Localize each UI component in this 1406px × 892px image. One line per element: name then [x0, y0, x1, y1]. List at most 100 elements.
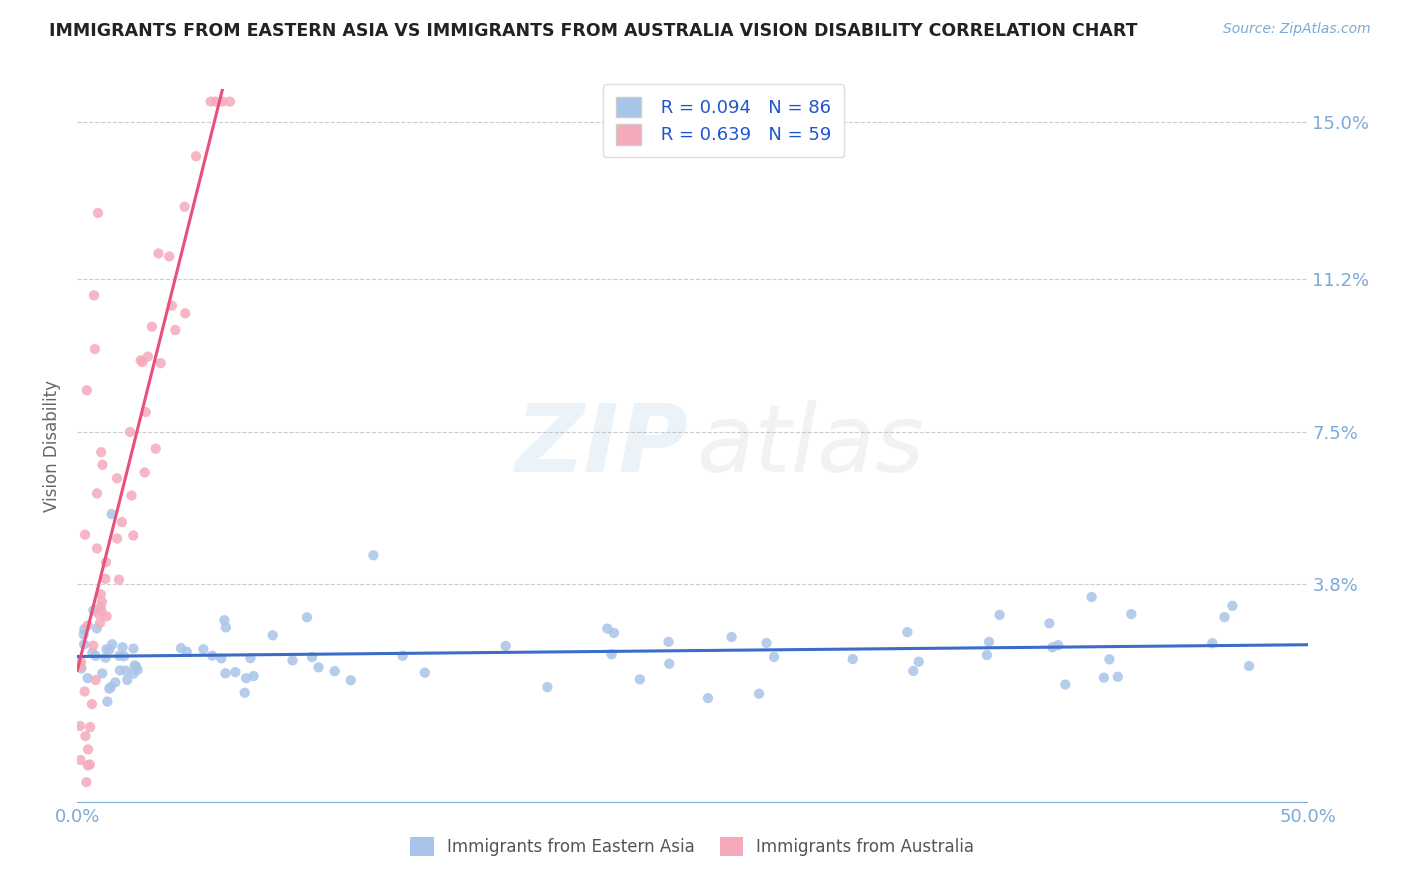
Point [112, 649, 135, 664]
Point [176, 645, 198, 659]
Point [755, 636, 778, 650]
Text: atlas: atlas [696, 401, 924, 491]
Point [70, 661, 93, 675]
Point [136, 350, 159, 364]
Point [1092, 671, 1115, 685]
Point [75, 729, 97, 743]
Point [122, 528, 145, 542]
Point [596, 622, 619, 636]
Point [215, 620, 238, 634]
Point [96, 642, 118, 657]
Point [1054, 677, 1077, 691]
Point [209, 651, 232, 665]
Point [84, 673, 107, 687]
Legend: Immigrants from Eastern Asia, Immigrants from Australia: Immigrants from Eastern Asia, Immigrants… [401, 827, 984, 866]
Point [1080, 590, 1102, 604]
Point [184, 149, 207, 163]
Point [111, 640, 134, 655]
Point [80, 697, 103, 711]
Point [108, 648, 131, 663]
Text: IMMIGRANTS FROM EASTERN ASIA VS IMMIGRANTS FROM AUSTRALIA VISION DISABILITY CORR: IMMIGRANTS FROM EASTERN ASIA VS IMMIGRAN… [49, 22, 1137, 40]
Point [86, 541, 108, 556]
Point [339, 673, 361, 688]
Point [69, 719, 91, 733]
Point [90, 587, 112, 601]
Point [262, 628, 284, 642]
Point [235, 671, 257, 685]
Point [87, 607, 110, 621]
Point [233, 686, 256, 700]
Point [988, 607, 1011, 622]
Point [1121, 607, 1143, 621]
Point [111, 515, 134, 529]
Point [73, 637, 96, 651]
Point [83, 288, 105, 302]
Point [90, 445, 112, 459]
Point [896, 625, 918, 640]
Point [301, 650, 323, 665]
Point [748, 687, 770, 701]
Point [657, 635, 679, 649]
Point [763, 649, 786, 664]
Point [1222, 599, 1244, 613]
Text: Source: ZipAtlas.com: Source: ZipAtlas.com [1223, 22, 1371, 37]
Point [89, 615, 111, 630]
Point [117, 673, 139, 687]
Point [70, 655, 93, 669]
Point [108, 573, 131, 587]
Point [100, 507, 122, 521]
Point [214, 666, 236, 681]
Point [391, 648, 413, 663]
Point [495, 639, 517, 653]
Point [841, 652, 863, 666]
Point [135, 405, 157, 419]
Point [224, 665, 246, 679]
Point [76, 384, 98, 398]
Point [120, 489, 142, 503]
Point [170, 641, 193, 656]
Point [94, 650, 117, 665]
Point [122, 666, 145, 681]
Point [82, 639, 104, 653]
Point [77, 742, 100, 756]
Point [91, 595, 114, 609]
Point [79, 757, 101, 772]
Point [628, 673, 651, 687]
Point [603, 626, 626, 640]
Point [82, 646, 104, 660]
Point [148, 246, 170, 260]
Point [82, 603, 104, 617]
Point [1047, 638, 1070, 652]
Point [86, 621, 108, 635]
Point [1038, 616, 1060, 631]
Text: ZIP: ZIP [516, 400, 689, 492]
Point [96, 609, 118, 624]
Point [125, 659, 148, 673]
Point [720, 630, 742, 644]
Point [73, 627, 96, 641]
Point [323, 664, 346, 678]
Point [94, 572, 117, 586]
Point [211, 95, 233, 109]
Point [105, 471, 128, 485]
Point [69, 659, 91, 673]
Point [76, 671, 98, 685]
Point [658, 657, 681, 671]
Point [160, 299, 183, 313]
Point [75, 775, 97, 789]
Point [363, 549, 385, 563]
Point [69, 753, 91, 767]
Point [977, 635, 1000, 649]
Point [239, 651, 262, 665]
Point [131, 355, 153, 369]
Point [105, 532, 128, 546]
Point [84, 648, 107, 663]
Point [281, 653, 304, 667]
Point [907, 655, 929, 669]
Point [73, 622, 96, 636]
Point [100, 680, 122, 694]
Point [76, 618, 98, 632]
Point [76, 758, 98, 772]
Point [115, 664, 138, 678]
Point [219, 95, 242, 109]
